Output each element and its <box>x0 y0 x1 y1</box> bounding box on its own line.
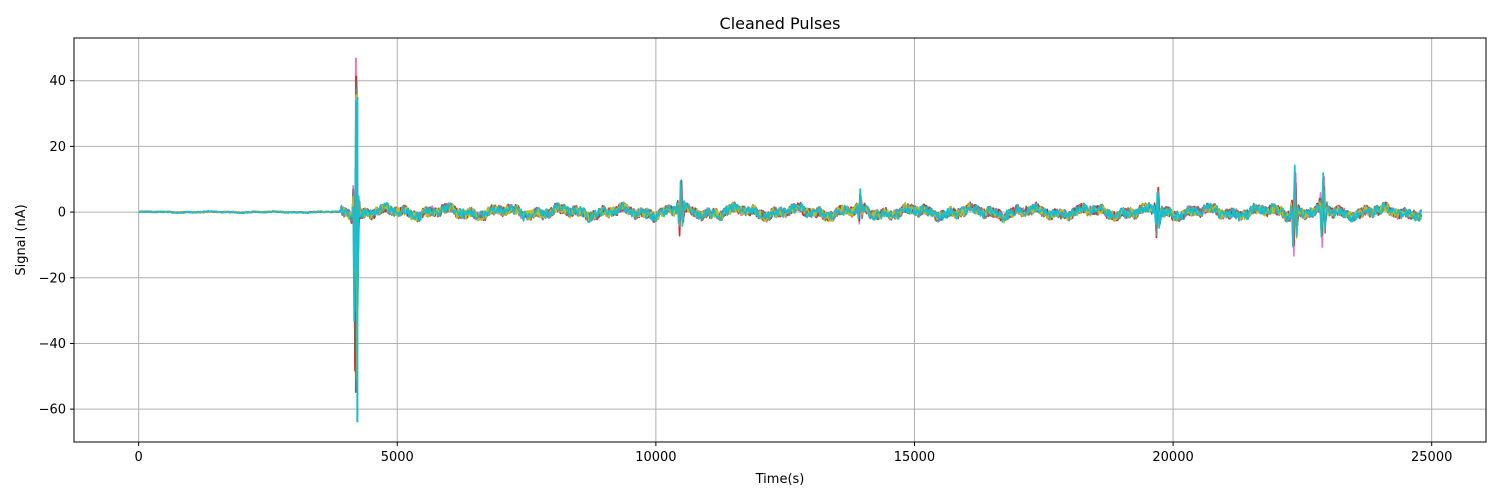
y-tick-label: −60 <box>39 403 66 418</box>
x-tick-label: 20000 <box>1152 450 1193 465</box>
x-tick-label: 25000 <box>1411 450 1452 465</box>
axes-frame <box>73 37 1487 443</box>
y-tick-label: 20 <box>49 140 66 155</box>
x-tick-label: 5000 <box>381 450 414 465</box>
y-tick-label: 40 <box>49 74 66 89</box>
x-axis-ticks: 0 5000 10000 15000 20000 25000 <box>135 442 1452 465</box>
y-tick-label: 0 <box>58 206 66 221</box>
x-tick-label: 10000 <box>635 450 676 465</box>
y-tick-label: −40 <box>39 337 66 352</box>
y-axis-label: Signal (nA) <box>14 204 29 275</box>
y-tick-label: −20 <box>39 271 66 286</box>
y-axis-ticks: −60 −40 −20 0 20 40 <box>39 74 74 418</box>
x-axis-label: Time(s) <box>755 472 805 487</box>
x-tick-label: 15000 <box>894 450 935 465</box>
chart-title: Cleaned Pulses <box>720 14 841 33</box>
series-line <box>138 100 1423 322</box>
x-tick-label: 0 <box>135 450 143 465</box>
plot-lines <box>138 57 1423 423</box>
